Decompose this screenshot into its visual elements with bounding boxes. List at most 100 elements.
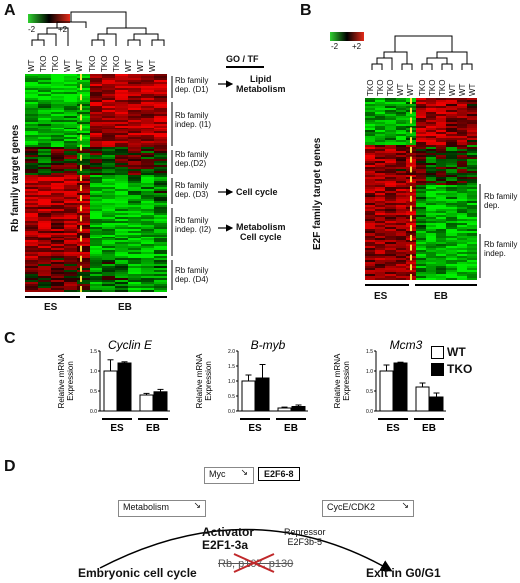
bar xyxy=(277,407,292,412)
x-category-label: ES xyxy=(248,423,262,434)
panel-c-letter: C xyxy=(4,330,16,347)
col-label: WT xyxy=(468,83,477,96)
exit-g0g1-label: Exit in G0/G1 xyxy=(366,566,441,580)
col-label: TKO xyxy=(428,79,437,96)
chart-title: Cyclin E xyxy=(108,338,153,352)
panel-b-letter: B xyxy=(300,2,312,19)
bar xyxy=(241,380,256,412)
y-tick-label: 1.0 xyxy=(90,369,97,375)
bar xyxy=(393,362,408,412)
column-dendrogram xyxy=(31,11,165,46)
cyce-label: CycE/CDK2 xyxy=(327,502,376,512)
down-arrow-icon: ↘ xyxy=(401,500,409,510)
col-label: WT xyxy=(448,83,457,96)
cluster-label: Rb family dep. (D4) xyxy=(175,266,209,284)
y-tick-label: 0.0 xyxy=(228,409,235,415)
col-label: TKO xyxy=(418,79,427,96)
panel-a-ylabel: Rb family target genes xyxy=(10,124,21,232)
legend-swatch-wt xyxy=(431,346,444,359)
cluster-brackets xyxy=(171,76,173,290)
es-group-label: ES xyxy=(374,291,388,302)
col-label: WT xyxy=(396,83,405,96)
column-dendrogram xyxy=(371,35,473,70)
y-tick-label: 0.0 xyxy=(366,409,373,415)
col-label: TKO xyxy=(438,79,447,96)
cluster-label: Rb family indep. (I2) xyxy=(175,216,212,234)
col-label: TKO xyxy=(100,55,109,72)
go-term: Metabolism Cell cycle xyxy=(236,222,286,242)
y-axis-label: Expression xyxy=(66,361,75,401)
es-group-bar xyxy=(25,296,80,298)
heatmap-b xyxy=(365,98,477,280)
go-term: Cell cycle xyxy=(236,187,278,197)
color-scale-bar xyxy=(330,32,364,41)
y-tick-label: 1.5 xyxy=(228,364,235,370)
y-tick-label: 0.0 xyxy=(90,409,97,415)
cluster-label: Rb family dep. (D3) xyxy=(175,181,209,199)
y-tick-label: 1.5 xyxy=(90,349,97,355)
heatmap-a xyxy=(25,74,167,292)
y-axis-label: Relative mRNA xyxy=(195,353,204,408)
cycle-arc xyxy=(99,528,393,572)
col-label: WT xyxy=(63,59,72,72)
col-label: WT xyxy=(75,59,84,72)
cluster-brackets xyxy=(479,184,481,278)
y-tick-label: 1.0 xyxy=(228,379,235,385)
bar xyxy=(255,377,270,412)
activator-label: Activator E2F1-3a xyxy=(202,525,255,552)
es-group-bar xyxy=(365,284,409,286)
x-category-label: ES xyxy=(110,423,124,434)
x-category-label: ES xyxy=(386,423,400,434)
cluster-label: Rb family dep.(D2) xyxy=(175,150,209,168)
myc-label: Myc xyxy=(209,469,226,479)
term-arrows xyxy=(218,80,234,232)
down-arrow-icon: ↘ xyxy=(240,467,248,477)
y-tick-label: 2.0 xyxy=(228,349,235,355)
col-label: WT xyxy=(458,83,467,96)
col-label: TKO xyxy=(51,55,60,72)
y-axis-label: Relative mRNA xyxy=(333,353,342,408)
scale-min-label: -2 xyxy=(331,42,339,51)
go-term: Lipid Metabolism xyxy=(236,74,286,94)
cyce-box: CycE/CDK2 ↘ xyxy=(322,500,414,517)
eb-group-bar xyxy=(415,284,477,286)
bar xyxy=(103,370,118,412)
myc-box: Myc ↘ xyxy=(204,467,254,484)
down-arrow-icon: ↘ xyxy=(193,500,201,510)
color-scale-bar xyxy=(28,14,70,23)
e2f68-box: E2F6-8 xyxy=(258,467,300,481)
cluster-label: Rb family indep. (I1) xyxy=(175,111,212,129)
es-group-label: ES xyxy=(44,302,58,313)
y-axis-label: Relative mRNA xyxy=(57,353,66,408)
repressor-label: Repressor E2F3b-5 xyxy=(284,527,326,547)
col-label: TKO xyxy=(39,55,48,72)
bar-chart: Mcm3 Relative mRNA Expression 0.0 0.5 1.0 1.5 E… xyxy=(333,338,446,434)
col-label: TKO xyxy=(88,55,97,72)
eb-group-label: EB xyxy=(118,302,132,313)
bar xyxy=(153,391,168,412)
cluster-label: Rb family indep. xyxy=(484,240,518,258)
panel-a-letter: A xyxy=(4,2,16,19)
legend-label-tko: TKO xyxy=(447,362,473,376)
bar-chart: B-myb Relative mRNA Expression 0.0 0.5 1.0 1.5… xyxy=(195,338,308,434)
bar xyxy=(117,362,132,412)
y-tick-label: 0.5 xyxy=(90,389,97,395)
bar xyxy=(415,386,430,412)
panel-b-ylabel: E2F family target genes xyxy=(312,137,323,250)
col-label: WT xyxy=(27,59,36,72)
scale-min-label: -2 xyxy=(28,25,36,34)
col-label: TKO xyxy=(366,79,375,96)
y-axis-label: Expression xyxy=(204,361,213,401)
col-label: WT xyxy=(406,83,415,96)
col-label: WT xyxy=(136,59,145,72)
y-tick-label: 0.5 xyxy=(228,394,235,400)
metabolism-label: Metabolism xyxy=(123,502,170,512)
y-tick-label: 0.5 xyxy=(366,389,373,395)
x-category-label: EB xyxy=(284,423,298,434)
metabolism-box: Metabolism ↘ xyxy=(118,500,206,517)
eb-group-label: EB xyxy=(434,291,448,302)
cluster-label: Rb family dep. (D1) xyxy=(175,76,209,94)
chart-title: B-myb xyxy=(251,338,286,352)
y-tick-label: 1.0 xyxy=(366,369,373,375)
bar xyxy=(291,406,306,412)
